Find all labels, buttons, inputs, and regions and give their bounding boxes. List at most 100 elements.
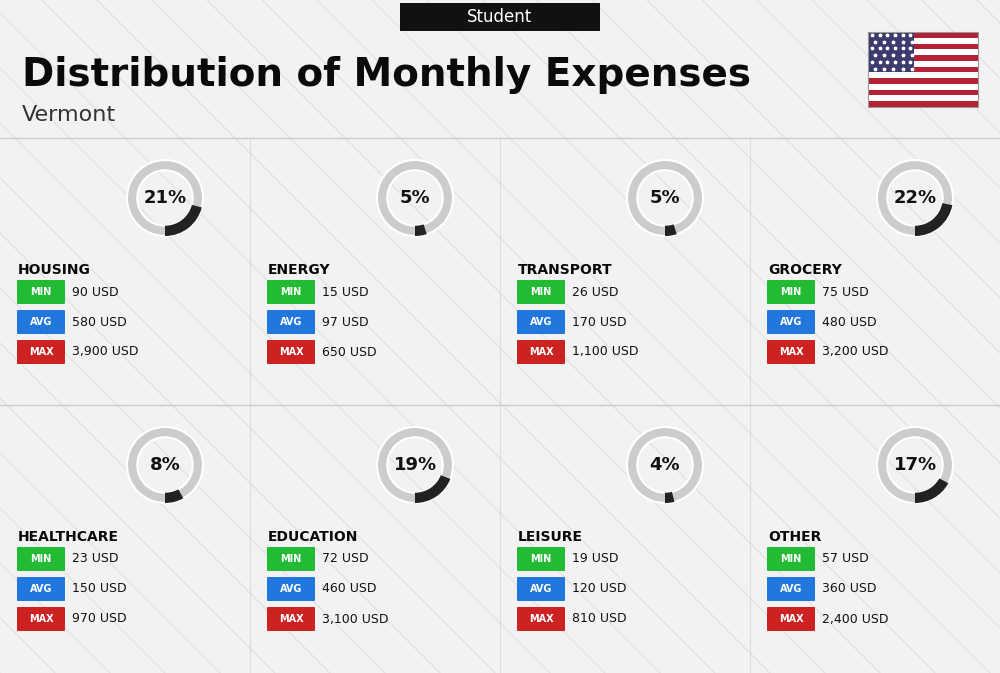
Text: ENERGY: ENERGY xyxy=(268,263,331,277)
Wedge shape xyxy=(877,427,953,503)
Text: 5%: 5% xyxy=(650,189,680,207)
Text: AVG: AVG xyxy=(30,317,52,327)
FancyBboxPatch shape xyxy=(17,547,65,571)
FancyBboxPatch shape xyxy=(267,577,315,601)
Text: 580 USD: 580 USD xyxy=(72,316,127,328)
Text: 72 USD: 72 USD xyxy=(322,553,369,565)
FancyBboxPatch shape xyxy=(868,73,978,78)
Text: 26 USD: 26 USD xyxy=(572,285,618,299)
FancyBboxPatch shape xyxy=(767,310,815,334)
FancyBboxPatch shape xyxy=(868,61,978,67)
Text: MIN: MIN xyxy=(30,554,52,564)
Text: 460 USD: 460 USD xyxy=(322,583,376,596)
Text: 480 USD: 480 USD xyxy=(822,316,877,328)
FancyBboxPatch shape xyxy=(267,340,315,364)
Text: 75 USD: 75 USD xyxy=(822,285,869,299)
Text: TRANSPORT: TRANSPORT xyxy=(518,263,613,277)
Text: MIN: MIN xyxy=(30,287,52,297)
Text: MIN: MIN xyxy=(530,287,552,297)
Text: MIN: MIN xyxy=(530,554,552,564)
Text: 22%: 22% xyxy=(893,189,937,207)
Text: 97 USD: 97 USD xyxy=(322,316,369,328)
FancyBboxPatch shape xyxy=(517,577,565,601)
Text: AVG: AVG xyxy=(280,317,302,327)
Text: 3,900 USD: 3,900 USD xyxy=(72,345,138,359)
Wedge shape xyxy=(377,160,453,236)
Text: MAX: MAX xyxy=(529,614,553,624)
FancyBboxPatch shape xyxy=(17,340,65,364)
Text: 5%: 5% xyxy=(400,189,430,207)
FancyBboxPatch shape xyxy=(868,96,978,101)
FancyBboxPatch shape xyxy=(17,577,65,601)
Wedge shape xyxy=(377,427,453,503)
Text: 120 USD: 120 USD xyxy=(572,583,626,596)
Text: 17%: 17% xyxy=(893,456,937,474)
Text: 360 USD: 360 USD xyxy=(822,583,876,596)
Text: 810 USD: 810 USD xyxy=(572,612,627,625)
Text: 2,400 USD: 2,400 USD xyxy=(822,612,889,625)
FancyBboxPatch shape xyxy=(868,78,978,84)
Text: LEISURE: LEISURE xyxy=(518,530,583,544)
FancyBboxPatch shape xyxy=(868,32,978,38)
Text: MIN: MIN xyxy=(280,554,302,564)
Text: 15 USD: 15 USD xyxy=(322,285,369,299)
FancyBboxPatch shape xyxy=(868,90,978,96)
FancyBboxPatch shape xyxy=(868,55,978,61)
Wedge shape xyxy=(127,160,203,236)
Text: 970 USD: 970 USD xyxy=(72,612,127,625)
Text: 23 USD: 23 USD xyxy=(72,553,119,565)
Text: 650 USD: 650 USD xyxy=(322,345,377,359)
Text: MAX: MAX xyxy=(29,614,53,624)
FancyBboxPatch shape xyxy=(517,340,565,364)
Text: AVG: AVG xyxy=(530,584,552,594)
FancyBboxPatch shape xyxy=(267,607,315,631)
Text: MIN: MIN xyxy=(780,554,802,564)
Wedge shape xyxy=(415,475,450,503)
Text: AVG: AVG xyxy=(30,584,52,594)
Text: MAX: MAX xyxy=(279,614,303,624)
FancyBboxPatch shape xyxy=(517,310,565,334)
Wedge shape xyxy=(665,224,677,236)
Text: MAX: MAX xyxy=(279,347,303,357)
FancyBboxPatch shape xyxy=(17,310,65,334)
FancyBboxPatch shape xyxy=(868,38,978,44)
Wedge shape xyxy=(627,427,703,503)
Text: 3,100 USD: 3,100 USD xyxy=(322,612,388,625)
FancyBboxPatch shape xyxy=(267,310,315,334)
Text: AVG: AVG xyxy=(780,317,802,327)
Text: HOUSING: HOUSING xyxy=(18,263,91,277)
Text: MAX: MAX xyxy=(779,347,803,357)
Text: 21%: 21% xyxy=(143,189,187,207)
FancyBboxPatch shape xyxy=(17,280,65,304)
Text: AVG: AVG xyxy=(280,584,302,594)
Text: MIN: MIN xyxy=(780,287,802,297)
Text: MIN: MIN xyxy=(280,287,302,297)
FancyBboxPatch shape xyxy=(868,49,978,55)
Text: 170 USD: 170 USD xyxy=(572,316,627,328)
FancyBboxPatch shape xyxy=(868,84,978,90)
FancyBboxPatch shape xyxy=(517,607,565,631)
Text: 57 USD: 57 USD xyxy=(822,553,869,565)
FancyBboxPatch shape xyxy=(17,607,65,631)
Text: Vermont: Vermont xyxy=(22,105,116,125)
Text: HEALTHCARE: HEALTHCARE xyxy=(18,530,119,544)
FancyBboxPatch shape xyxy=(517,547,565,571)
Text: 19 USD: 19 USD xyxy=(572,553,618,565)
Text: 19%: 19% xyxy=(393,456,437,474)
Text: OTHER: OTHER xyxy=(768,530,821,544)
Text: MAX: MAX xyxy=(779,614,803,624)
Text: MAX: MAX xyxy=(529,347,553,357)
Wedge shape xyxy=(165,489,183,503)
Text: 90 USD: 90 USD xyxy=(72,285,119,299)
Text: GROCERY: GROCERY xyxy=(768,263,842,277)
FancyBboxPatch shape xyxy=(400,3,600,31)
Wedge shape xyxy=(665,492,674,503)
Wedge shape xyxy=(127,427,203,503)
Text: EDUCATION: EDUCATION xyxy=(268,530,358,544)
FancyBboxPatch shape xyxy=(868,44,978,49)
FancyBboxPatch shape xyxy=(267,547,315,571)
Text: 150 USD: 150 USD xyxy=(72,583,127,596)
Text: AVG: AVG xyxy=(780,584,802,594)
FancyBboxPatch shape xyxy=(868,32,914,73)
Text: 1,100 USD: 1,100 USD xyxy=(572,345,639,359)
